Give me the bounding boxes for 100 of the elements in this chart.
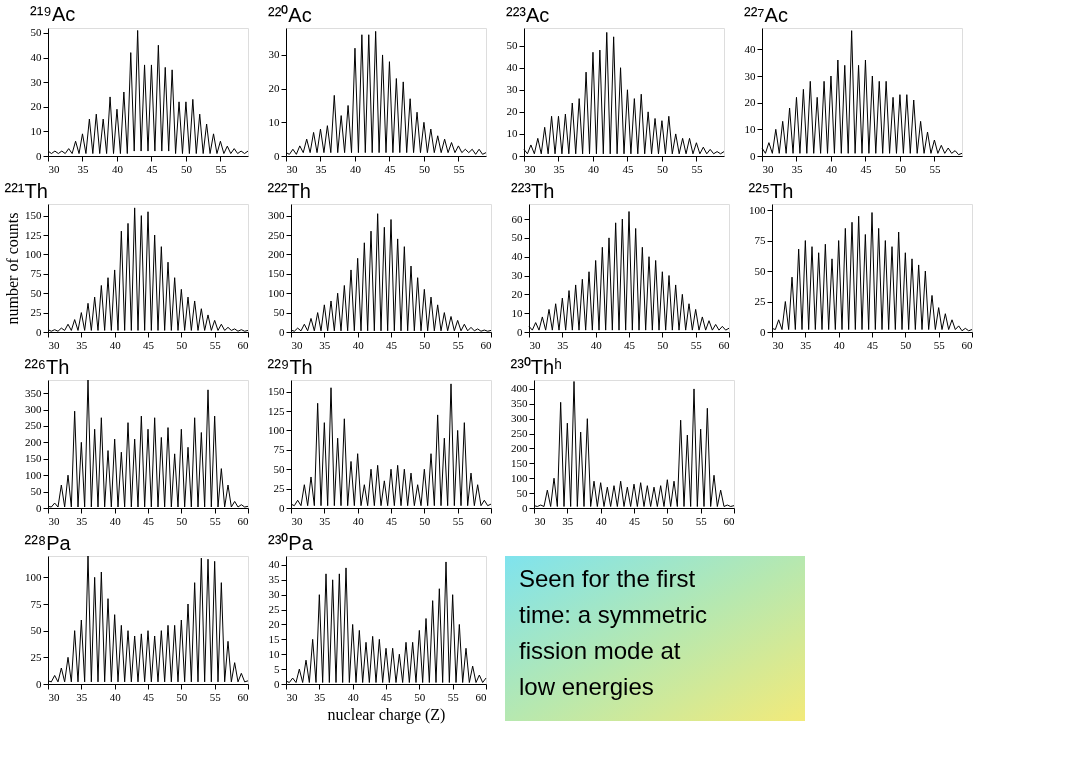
y-tick-label: 25	[268, 603, 280, 616]
y-tick-label: 40	[506, 61, 518, 74]
y-tick-label: 25	[30, 650, 42, 663]
x-tick-label: 55	[209, 690, 222, 703]
y-tick-label: 0	[279, 325, 285, 338]
x-axis-title: nuclear charge (Z)	[327, 705, 446, 724]
y-tick-label: 20	[268, 617, 280, 630]
y-tick-label: 125	[268, 404, 285, 417]
x-tick-label: 40	[595, 514, 608, 527]
x-tick-label: 35	[76, 690, 88, 703]
x-tick-label: 40	[587, 162, 600, 175]
x-tick-label: 50	[656, 162, 669, 175]
y-tick-label: 30	[30, 75, 42, 88]
x-tick-label: 55	[452, 338, 465, 351]
x-tick-label: 45	[146, 162, 158, 175]
y-tick-label: 125	[25, 228, 42, 241]
y-tick-label: 300	[25, 403, 42, 416]
chart-title: ²²³Th	[511, 180, 555, 202]
y-tick-label: 100	[511, 471, 528, 484]
x-tick-label: 50	[176, 514, 188, 527]
x-tick-label: 50	[662, 514, 674, 527]
x-tick-label: 55	[452, 514, 465, 527]
x-tick-label: 60	[237, 514, 249, 527]
x-tick-label: 30	[48, 338, 60, 351]
x-tick-label: 30	[291, 514, 303, 527]
y-tick-label: 50	[516, 486, 528, 499]
x-tick-label: 35	[76, 514, 88, 527]
y-tick-label: 0	[512, 149, 518, 162]
x-tick-label: 50	[419, 514, 431, 527]
y-tick-label: 0	[522, 501, 528, 514]
x-tick-label: 35	[553, 162, 565, 175]
y-tick-label: 400	[511, 382, 528, 395]
y-tick-label: 10	[744, 122, 756, 135]
y-tick-label: 50	[511, 231, 523, 244]
y-tick-label: 40	[511, 250, 523, 263]
y-tick-label: 50	[273, 306, 285, 319]
x-tick-label: 30	[534, 514, 546, 527]
x-tick-label: 45	[386, 514, 398, 527]
x-tick-label: 45	[384, 162, 396, 175]
x-tick-label: 30	[48, 690, 60, 703]
y-tick-label: 150	[511, 456, 528, 469]
y-tick-label: 0	[274, 149, 280, 162]
y-tick-label: 0	[274, 677, 280, 690]
y-tick-label: 15	[268, 632, 280, 645]
chart-title: ²²³Ac	[506, 4, 550, 26]
y-tick-label: 50	[754, 264, 766, 277]
x-tick-label: 50	[657, 338, 669, 351]
x-tick-label: 50	[176, 338, 188, 351]
y-tick-label: 250	[268, 228, 285, 241]
x-tick-label: 60	[237, 690, 249, 703]
x-tick-label: 30	[291, 338, 303, 351]
y-tick-label: 150	[268, 267, 285, 280]
x-tick-label: 45	[629, 514, 641, 527]
x-tick-label: 60	[718, 338, 730, 351]
x-tick-label: 45	[381, 690, 393, 703]
x-tick-label: 40	[109, 514, 122, 527]
y-tick-label: 10	[30, 124, 42, 137]
y-tick-label: 150	[25, 452, 42, 465]
y-tick-label: 40	[30, 51, 42, 64]
y-tick-label: 25	[30, 306, 42, 319]
x-tick-label: 50	[418, 162, 431, 175]
x-tick-label: 55	[453, 162, 465, 175]
y-tick-label: 50	[30, 286, 42, 299]
y-tick-label: 75	[273, 443, 285, 456]
y-tick-label: 20	[268, 82, 280, 95]
y-tick-label: 0	[750, 149, 756, 162]
x-tick-label: 35	[319, 514, 331, 527]
y-tick-label: 30	[268, 588, 280, 601]
x-tick-label: 50	[900, 338, 912, 351]
x-tick-label: 40	[352, 514, 365, 527]
x-tick-label: 45	[143, 514, 155, 527]
y-tick-label: 350	[25, 386, 42, 399]
y-tick-label: 100	[25, 468, 42, 481]
x-tick-label: 35	[791, 162, 803, 175]
x-tick-label: 45	[386, 338, 398, 351]
y-tick-label: 0	[279, 501, 285, 514]
y-tick-label: 0	[760, 325, 766, 338]
y-tick-label: 100	[749, 203, 766, 216]
y-tick-label: 50	[30, 26, 42, 39]
x-tick-label: 35	[562, 514, 574, 527]
x-tick-label: 30	[529, 338, 541, 351]
y-tick-label: 0	[36, 677, 42, 690]
x-tick-label: 40	[590, 338, 603, 351]
y-tick-label: 20	[30, 100, 42, 113]
x-tick-label: 55	[215, 162, 227, 175]
y-tick-label: 10	[268, 115, 280, 128]
y-tick-label: 300	[268, 209, 285, 222]
y-tick-label: 25	[273, 482, 285, 495]
chart-title: ²²⁶Th	[24, 355, 70, 378]
x-tick-label: 45	[143, 690, 155, 703]
y-tick-label: 100	[25, 247, 42, 260]
x-tick-label: 30	[48, 162, 60, 175]
y-tick-label: 200	[25, 435, 42, 448]
y-tick-label: 10	[268, 647, 280, 660]
text: Seen for the first time: a symmetric fission mode at low energies	[519, 565, 708, 700]
x-tick-label: 35	[315, 162, 327, 175]
y-tick-label: 300	[511, 412, 528, 425]
y-tick-label: 25	[754, 295, 766, 308]
x-tick-label: 40	[349, 162, 362, 175]
y-tick-label: 50	[273, 462, 285, 475]
